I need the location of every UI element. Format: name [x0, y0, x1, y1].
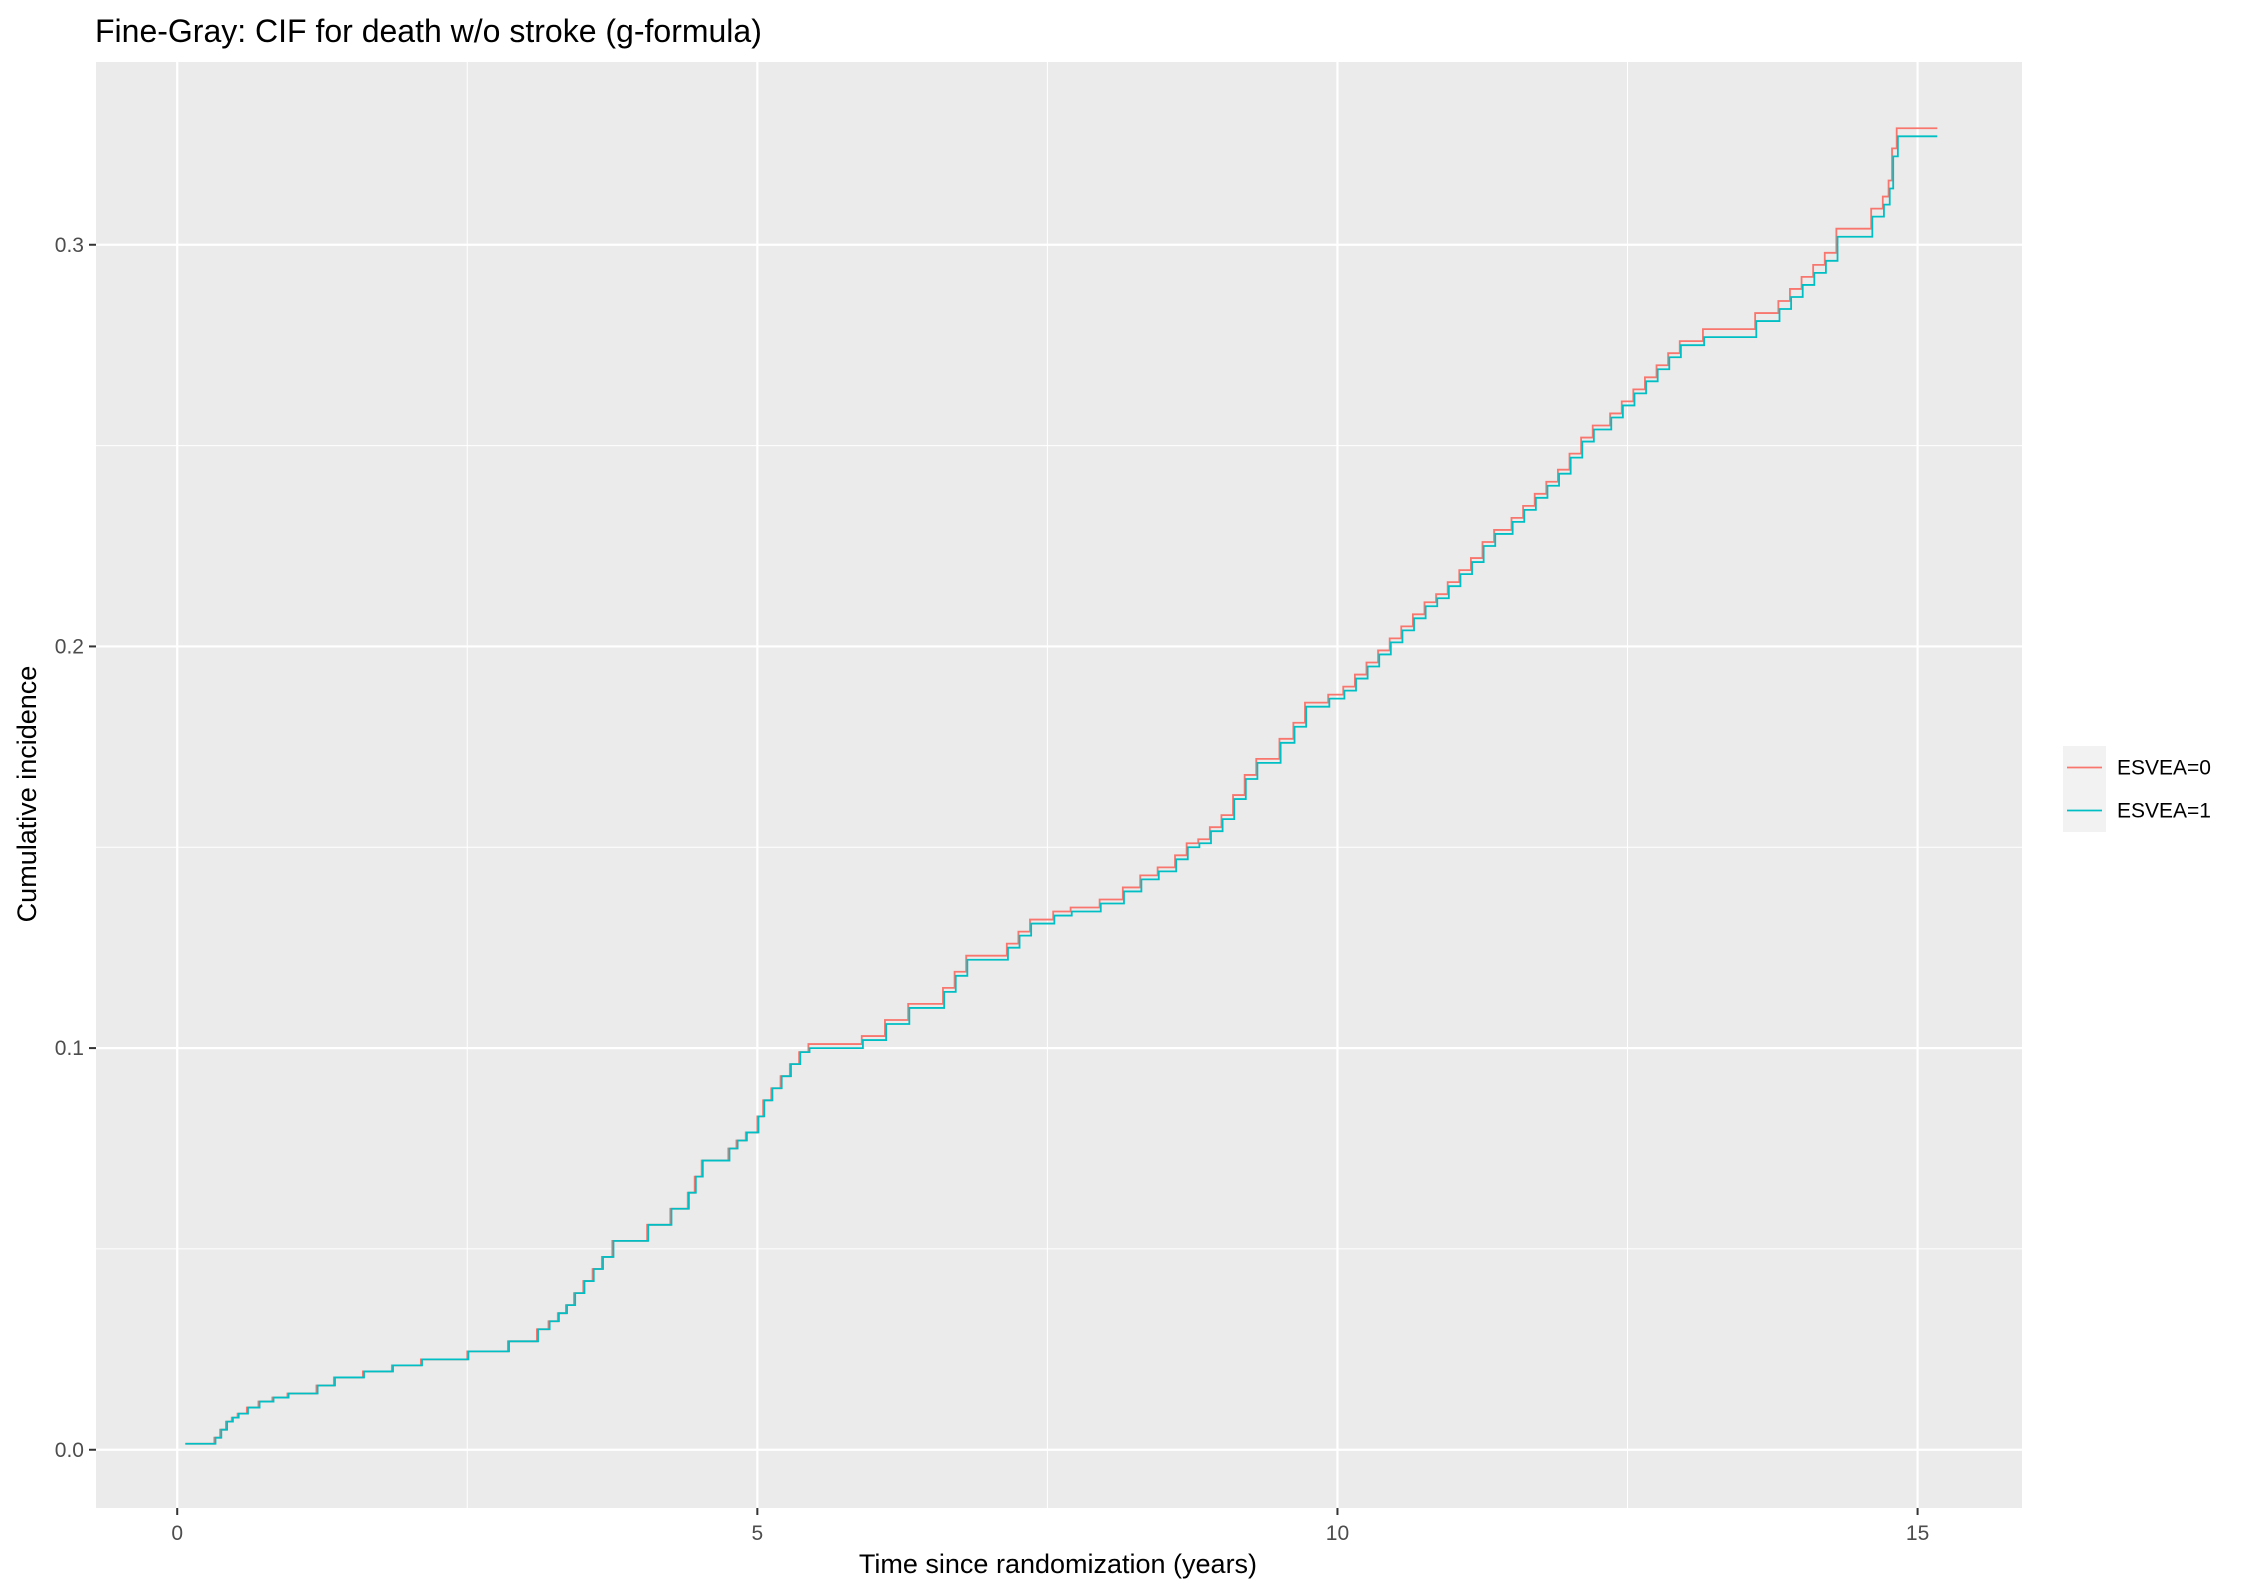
legend-label: ESVEA=0: [2117, 757, 2211, 780]
x-tick-label: 15: [1906, 1522, 1929, 1545]
y-tick-label: 0.3: [55, 234, 84, 257]
y-axis: 0.0 0.1 0.2 0.3: [55, 234, 96, 1462]
x-tick-label: 10: [1326, 1522, 1349, 1545]
series-line-esvea-1: [185, 135, 1938, 1445]
y-tick-label: 0.2: [55, 635, 84, 658]
x-axis-title: Time since randomization (years): [859, 1549, 1257, 1579]
plot-panel: [96, 62, 2022, 1508]
x-tick-label: 0: [171, 1522, 183, 1545]
y-tick-label: 0.1: [55, 1037, 84, 1060]
legend: ESVEA=0 ESVEA=1: [2063, 746, 2211, 832]
x-tick-label: 5: [751, 1522, 763, 1545]
series-lines: [185, 127, 1938, 1445]
chart-title: Fine-Gray: CIF for death w/o stroke (g-f…: [95, 13, 762, 49]
minor-gridlines: [96, 62, 2022, 1508]
major-gridlines: [96, 62, 2022, 1508]
y-tick-label: 0.0: [55, 1439, 84, 1462]
y-axis-title: Cumulative incidence: [12, 666, 42, 923]
x-axis: 0 5 10 15: [171, 1508, 1929, 1545]
legend-label: ESVEA=1: [2117, 800, 2211, 823]
